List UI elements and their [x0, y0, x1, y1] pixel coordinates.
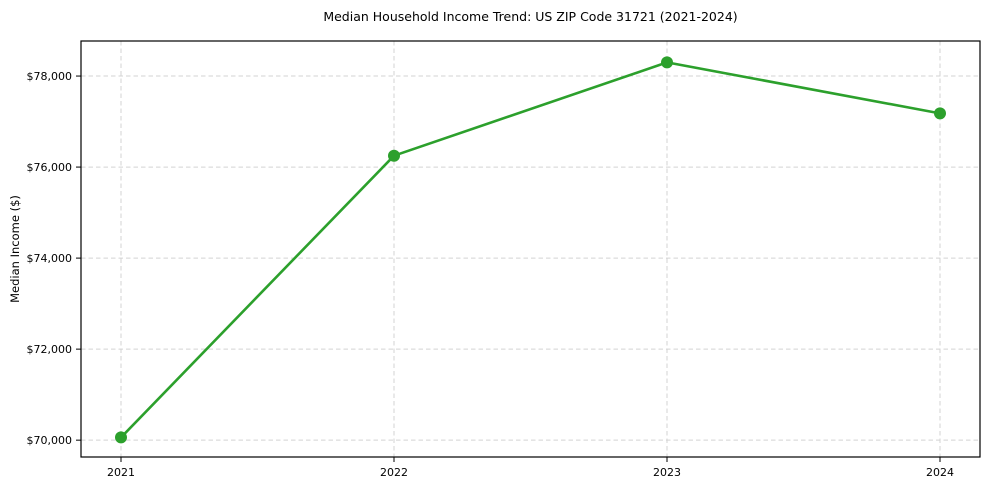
y-tick-label: $74,000 — [27, 252, 73, 265]
trend-line — [119, 61, 942, 439]
chart-title: Median Household Income Trend: US ZIP Co… — [323, 9, 738, 24]
data-point-2024 — [934, 107, 946, 120]
y-tick-label: $70,000 — [27, 434, 73, 447]
x-tick-label: 2024 — [926, 466, 954, 479]
x-tick-label: 2023 — [653, 466, 681, 479]
y-tick-label: $78,000 — [27, 70, 73, 83]
data-point-2023 — [661, 56, 673, 69]
y-tick-label: $72,000 — [27, 343, 73, 356]
axes-border — [80, 40, 981, 458]
x-tick-label: 2021 — [107, 466, 135, 479]
data-point-2022 — [388, 149, 400, 162]
y-tick-label: $76,000 — [27, 161, 73, 174]
x-tick-label: 2022 — [380, 466, 408, 479]
data-point-2021 — [115, 431, 127, 444]
